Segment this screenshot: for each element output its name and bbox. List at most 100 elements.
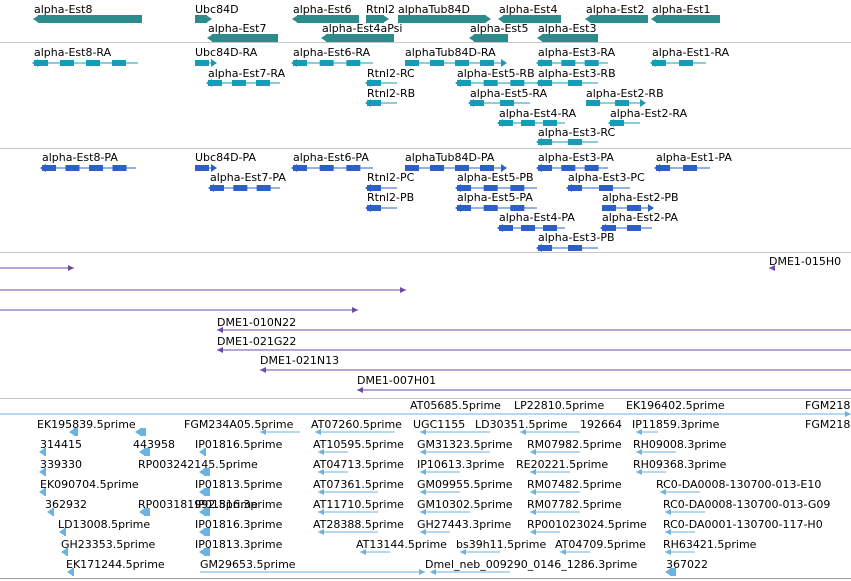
est-feature[interactable] xyxy=(313,428,397,436)
clone-feature[interactable] xyxy=(215,346,851,354)
protein-feature[interactable] xyxy=(654,164,712,172)
protein-feature[interactable] xyxy=(536,244,600,252)
est-feature[interactable] xyxy=(528,508,582,516)
est-feature[interactable] xyxy=(198,568,427,576)
clone-feature[interactable] xyxy=(258,366,851,374)
transcript-feature[interactable] xyxy=(206,79,282,87)
est-feature[interactable] xyxy=(528,528,562,536)
transcript-feature[interactable] xyxy=(365,99,399,107)
gene-feature[interactable] xyxy=(468,33,510,43)
est-feature[interactable] xyxy=(198,548,212,556)
transcript-feature[interactable] xyxy=(291,59,375,67)
est-feature[interactable] xyxy=(134,428,148,436)
est-feature[interactable] xyxy=(258,428,302,436)
est-feature[interactable] xyxy=(66,568,76,576)
est-feature[interactable] xyxy=(198,448,208,456)
gene-feature[interactable] xyxy=(364,14,390,24)
gene-feature[interactable] xyxy=(584,14,650,24)
est-feature[interactable] xyxy=(664,568,678,576)
protein-feature[interactable] xyxy=(365,184,399,192)
est-feature[interactable] xyxy=(418,448,492,456)
transcript-feature[interactable] xyxy=(32,59,140,67)
est-feature[interactable] xyxy=(658,488,702,496)
est-feature[interactable] xyxy=(316,528,380,536)
est-feature[interactable] xyxy=(428,568,512,576)
transcript-feature[interactable] xyxy=(403,59,507,67)
transcript-feature[interactable] xyxy=(365,79,399,87)
est-feature[interactable] xyxy=(634,448,678,456)
est-feature[interactable] xyxy=(518,428,582,436)
est-feature[interactable] xyxy=(663,528,697,536)
est-feature[interactable] xyxy=(138,448,152,456)
est-feature[interactable] xyxy=(634,428,660,436)
transcript-feature[interactable] xyxy=(468,99,532,107)
protein-feature[interactable] xyxy=(600,224,654,232)
est-feature[interactable] xyxy=(418,508,472,516)
transcript-feature[interactable] xyxy=(584,99,646,107)
est-feature[interactable] xyxy=(198,468,212,476)
est-feature[interactable] xyxy=(528,488,582,496)
clone-feature[interactable] xyxy=(355,386,851,394)
transcript-feature[interactable] xyxy=(650,59,708,67)
protein-feature[interactable] xyxy=(193,164,217,172)
est-feature[interactable] xyxy=(528,448,582,456)
est-feature[interactable] xyxy=(418,428,492,436)
est-feature[interactable] xyxy=(46,508,56,516)
est-feature[interactable] xyxy=(0,410,851,418)
transcript-feature[interactable] xyxy=(455,79,539,87)
est-feature[interactable] xyxy=(634,468,668,476)
protein-feature[interactable] xyxy=(403,164,507,172)
clone-feature[interactable] xyxy=(215,326,851,334)
transcript-feature[interactable] xyxy=(608,119,642,127)
gene-feature[interactable] xyxy=(650,14,722,24)
est-feature[interactable] xyxy=(663,508,707,516)
est-feature[interactable] xyxy=(138,508,152,516)
clone-feature[interactable] xyxy=(767,264,775,272)
protein-feature[interactable] xyxy=(365,204,399,212)
est-feature[interactable] xyxy=(38,468,48,476)
est-feature[interactable] xyxy=(528,468,572,476)
est-feature[interactable] xyxy=(418,468,462,476)
est-feature[interactable] xyxy=(316,448,350,456)
protein-feature[interactable] xyxy=(455,184,539,192)
est-feature[interactable] xyxy=(418,488,462,496)
est-feature[interactable] xyxy=(198,488,212,496)
est-feature[interactable] xyxy=(663,548,697,556)
gene-feature[interactable] xyxy=(32,14,144,24)
protein-feature[interactable] xyxy=(455,204,539,212)
gene-feature[interactable] xyxy=(536,33,600,43)
protein-feature[interactable] xyxy=(497,224,567,232)
gene-feature[interactable] xyxy=(497,14,563,24)
est-feature[interactable] xyxy=(358,548,392,556)
transcript-feature[interactable] xyxy=(497,119,567,127)
protein-feature[interactable] xyxy=(600,204,654,212)
est-feature[interactable] xyxy=(198,508,212,516)
est-feature[interactable] xyxy=(38,448,48,456)
gene-feature[interactable] xyxy=(193,14,213,24)
est-feature[interactable] xyxy=(58,528,68,536)
est-feature[interactable] xyxy=(316,508,380,516)
clone-feature[interactable] xyxy=(0,306,360,314)
est-feature[interactable] xyxy=(316,488,380,496)
est-feature[interactable] xyxy=(418,528,452,536)
est-feature[interactable] xyxy=(198,528,212,536)
transcript-feature[interactable] xyxy=(193,59,217,67)
transcript-feature[interactable] xyxy=(536,79,600,87)
gene-feature[interactable] xyxy=(396,14,492,24)
protein-feature[interactable] xyxy=(536,164,610,172)
clone-feature[interactable] xyxy=(0,264,76,272)
gene-feature[interactable] xyxy=(206,33,280,43)
est-feature[interactable] xyxy=(60,548,70,556)
transcript-feature[interactable] xyxy=(536,59,610,67)
gene-feature[interactable] xyxy=(291,14,361,24)
protein-feature[interactable] xyxy=(208,184,282,192)
est-feature[interactable] xyxy=(38,488,48,496)
protein-feature[interactable] xyxy=(566,184,632,192)
protein-feature[interactable] xyxy=(291,164,375,172)
est-feature[interactable] xyxy=(458,548,502,556)
est-feature[interactable] xyxy=(316,468,350,476)
est-feature[interactable] xyxy=(68,428,80,436)
gene-feature[interactable] xyxy=(320,33,396,43)
transcript-feature[interactable] xyxy=(536,138,600,146)
clone-feature[interactable] xyxy=(0,286,408,294)
